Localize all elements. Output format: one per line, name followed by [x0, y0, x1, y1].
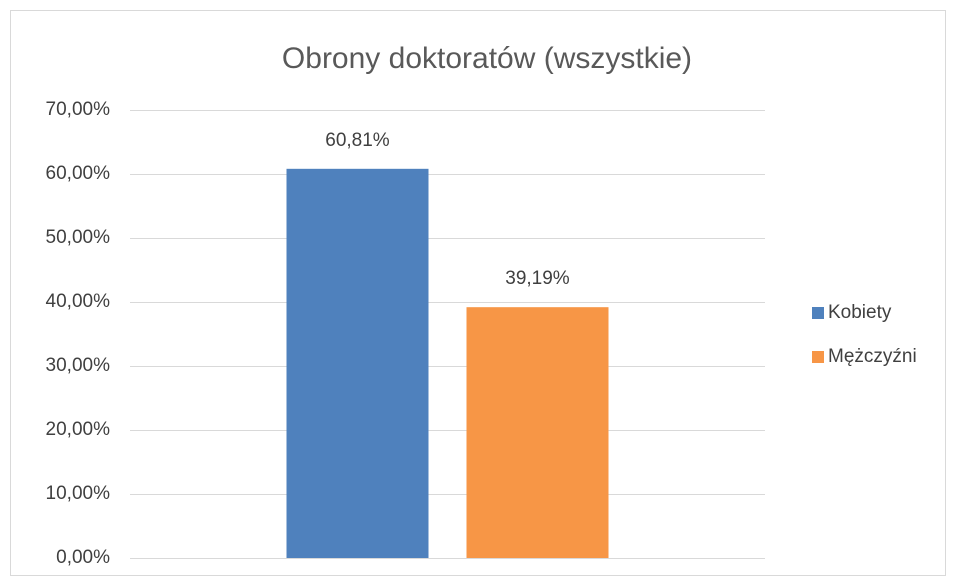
y-tick-label: 20,00% [46, 419, 111, 440]
y-tick-label: 70,00% [46, 99, 111, 120]
y-tick-label: 40,00% [46, 291, 111, 312]
legend-swatch [812, 307, 824, 319]
y-tick-label: 0,00% [56, 547, 110, 568]
y-tick-label: 10,00% [46, 483, 111, 504]
value-label: 39,19% [505, 268, 570, 289]
bar [466, 307, 609, 558]
chart-title: Obrony doktoratów (wszystkie) [282, 42, 692, 75]
y-tick-label: 60,00% [46, 163, 111, 184]
legend-swatch [812, 351, 824, 363]
y-tick-label: 50,00% [46, 227, 111, 248]
value-label: 60,81% [325, 130, 390, 151]
legend-label: Mężczyźni [828, 346, 917, 367]
y-tick-label: 30,00% [46, 355, 111, 376]
legend-label: Kobiety [828, 302, 892, 323]
bar [286, 168, 429, 559]
